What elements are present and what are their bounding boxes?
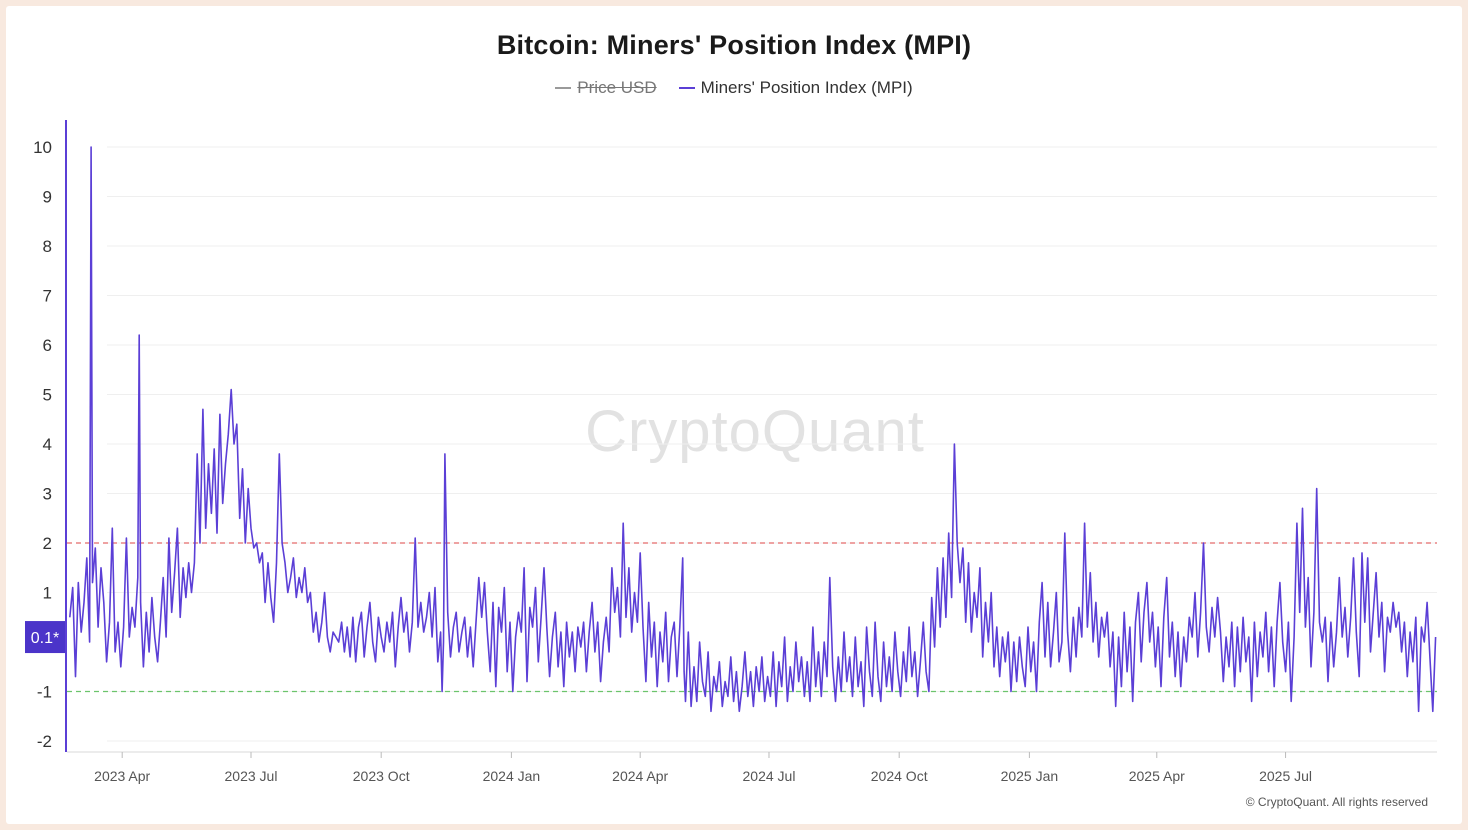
y-tick-label: 8 [43,237,52,256]
y-tick-label: -1 [37,683,52,702]
x-tick-label: 2024 Apr [612,768,668,784]
x-tick-label: 2023 Apr [94,768,150,784]
axes: -2 -1 1 2 3 4 5 6 7 8 9 10 2023 Apr 2023 Jul 2023 Oct 2… [33,120,1437,784]
legend-item-mpi[interactable]: Miners' Position Index (MPI) [678,78,913,98]
current-value-label: 0.1* [31,630,59,647]
legend-item-price-usd[interactable]: Price USD [555,78,657,98]
grid-lines [107,146,1437,742]
y-tick-label: 3 [43,485,52,504]
y-tick-label: -2 [37,732,52,751]
x-tick-label: 2024 Oct [871,768,928,784]
series-line-mpi[interactable] [69,146,1437,713]
legend-label-price: Price USD [577,78,657,97]
y-tick-label: 4 [43,435,52,454]
y-tick-label: 1 [43,584,52,603]
current-value-badge [25,621,65,654]
y-tick-label: 2 [43,534,52,553]
chart-card [6,6,1462,824]
chart-legend: Price USD Miners' Position Index (MPI) [0,78,1468,98]
series-layer [69,146,1437,713]
legend-swatch-mpi [678,87,695,89]
chart-title: Bitcoin: Miners' Position Index (MPI) [496,30,972,60]
current-value-marker: 0.1* [25,621,65,654]
y-tick-label: 5 [43,386,52,405]
y-tick-label: 10 [33,138,52,157]
legend-swatch-price [555,87,572,89]
x-tick-label: 2024 Jul [743,768,796,784]
x-tick-label: 2025 Apr [1129,768,1185,784]
x-tick-label: 2025 Jul [1259,768,1312,784]
x-tick-label: 2023 Jul [225,768,278,784]
y-tick-label: 6 [43,336,52,355]
x-tick-label: 2023 Oct [353,768,410,784]
watermark-logo: CryptoQuant [585,399,925,464]
copyright-notice: © CryptoQuant. All rights reserved [1245,795,1428,809]
x-tick-label: 2025 Jan [1001,768,1059,784]
x-tick-label: 2024 Jan [483,768,541,784]
y-tick-label: 7 [43,287,52,306]
y-tick-label: 9 [43,188,52,207]
legend-label-mpi: Miners' Position Index (MPI) [700,78,913,97]
